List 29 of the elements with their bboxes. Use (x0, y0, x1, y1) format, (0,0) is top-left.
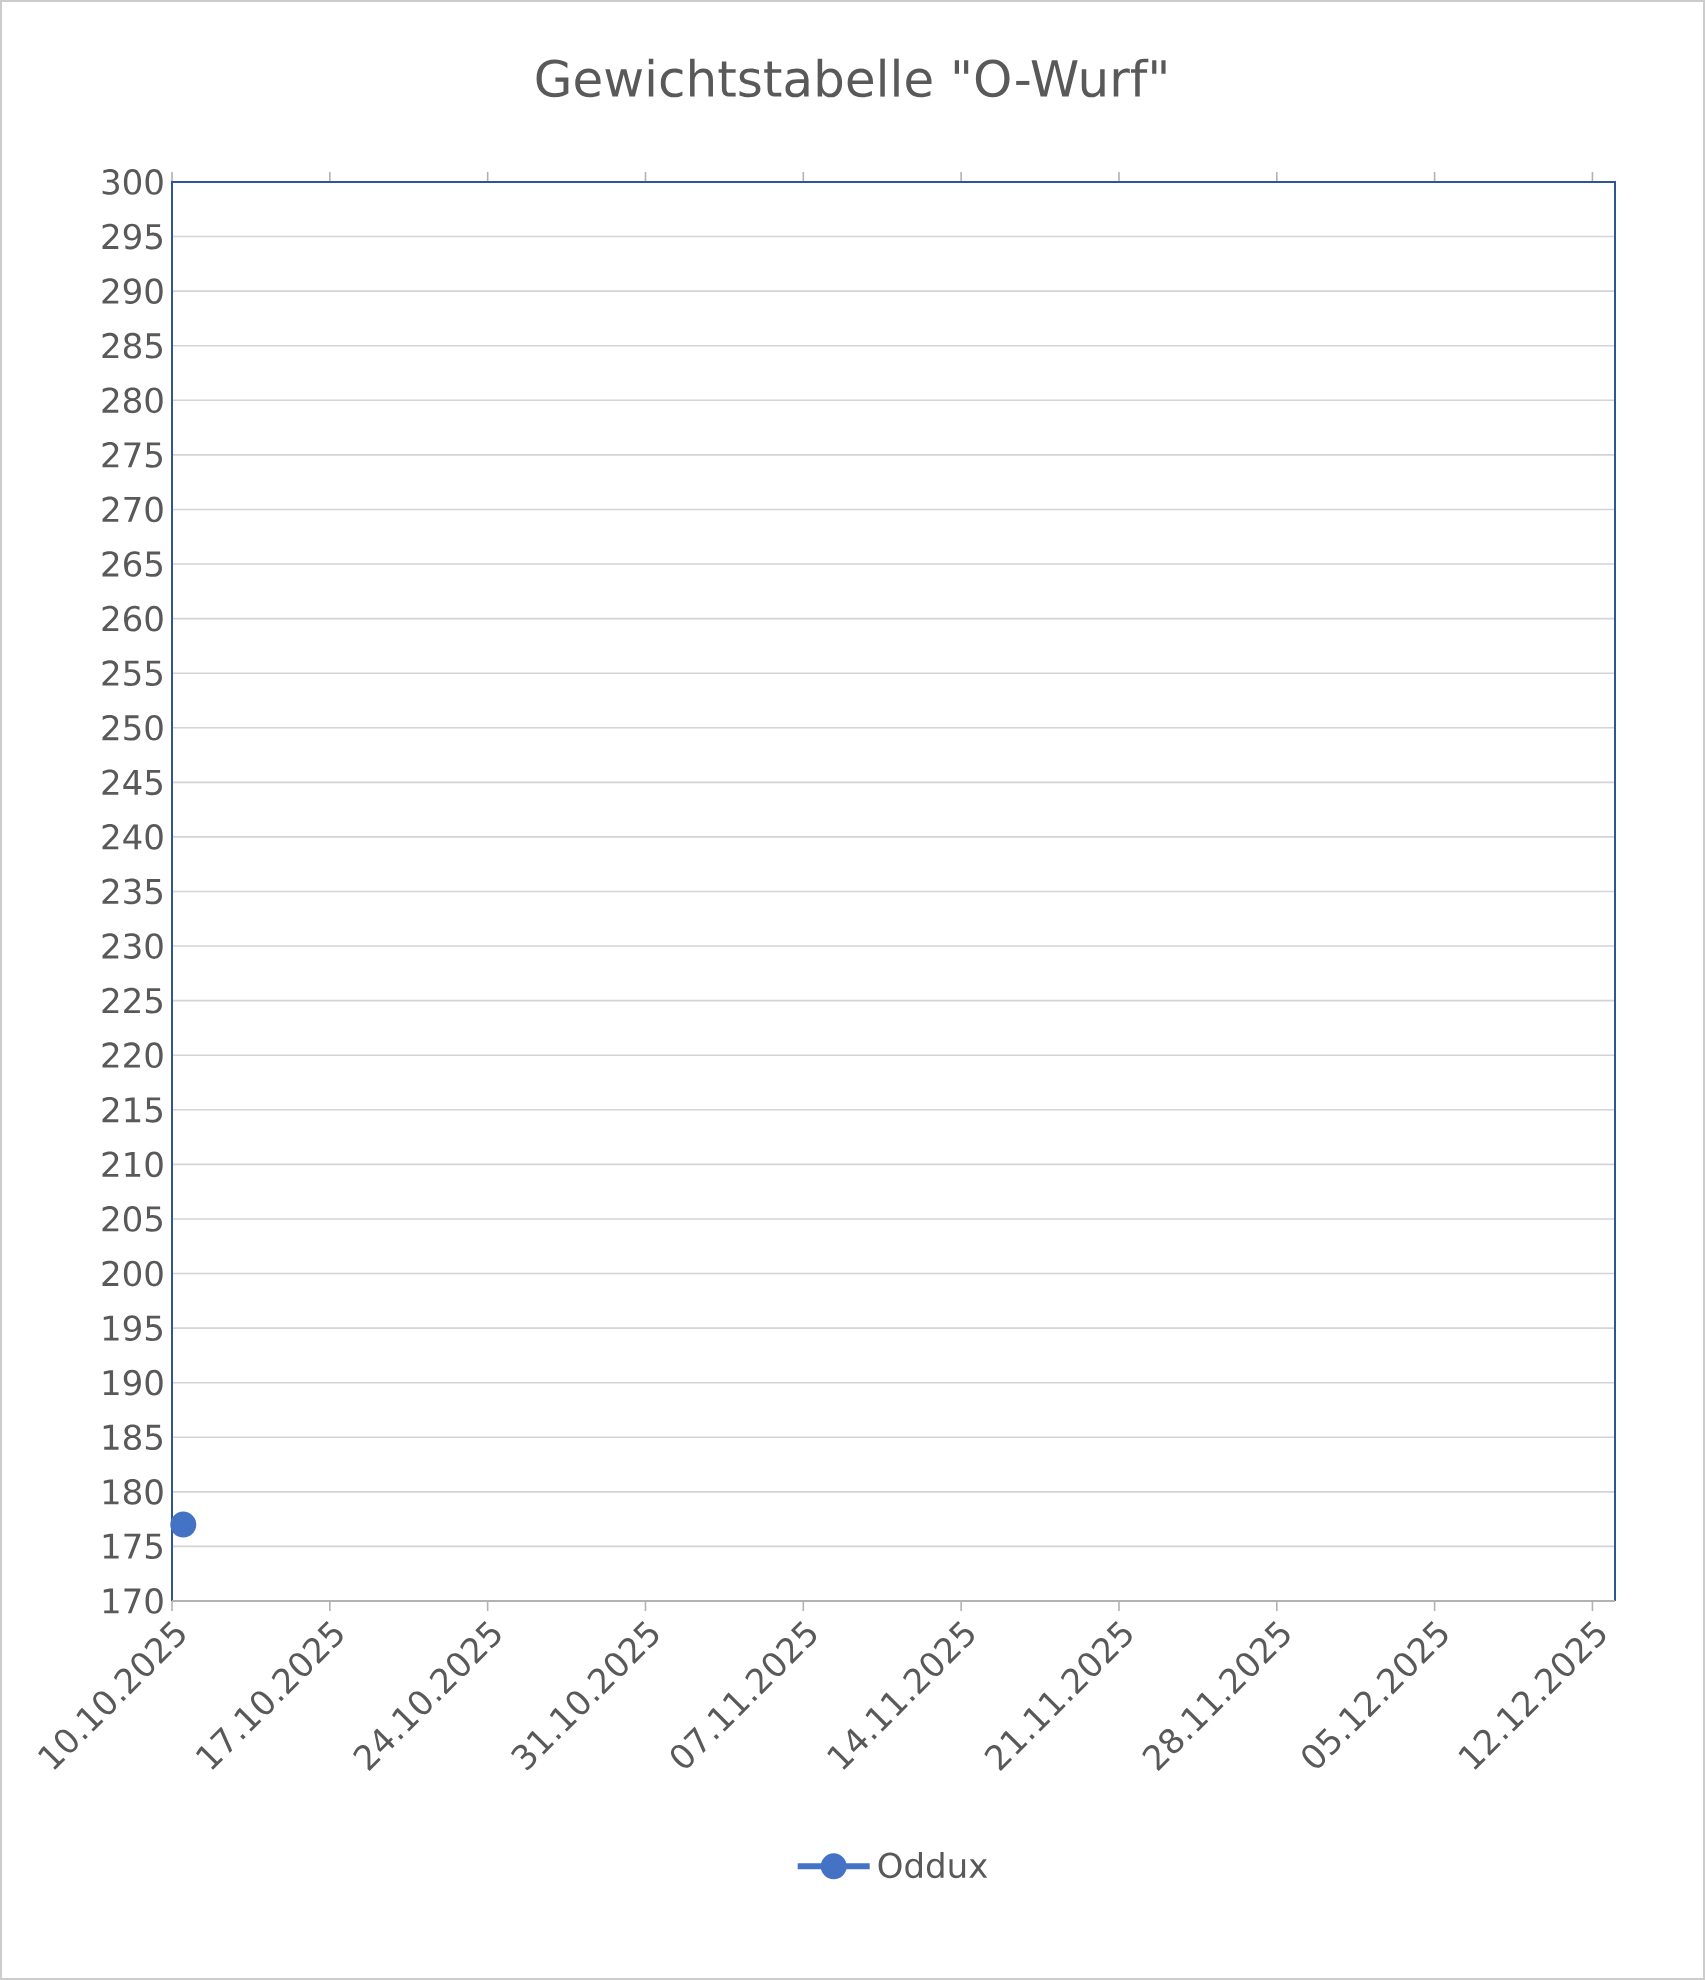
y-tick-label: 240 (102, 824, 163, 850)
y-tick-label: 280 (102, 387, 163, 414)
y-tick-label: 175 (103, 1533, 162, 1560)
y-tick-label: 290 (102, 278, 163, 304)
y-tick-label: 205 (102, 1206, 162, 1232)
y-tick-label: 265 (102, 551, 162, 577)
y-tick-label: 185 (103, 1424, 162, 1451)
y-tick-label: 245 (102, 769, 162, 796)
y-tick-label: 285 (102, 332, 162, 359)
y-tick-label: 300 (102, 169, 163, 195)
y-tick-label: 195 (103, 1315, 162, 1341)
y-tick-label: 230 (102, 933, 163, 959)
y-tick-label: 210 (102, 1151, 163, 1178)
y-tick-label: 275 (102, 442, 162, 468)
y-tick-label: 180 (103, 1478, 163, 1505)
y-tick-label: 255 (102, 660, 162, 687)
legend-label: Oddux (878, 1851, 988, 1879)
y-tick-label: 190 (103, 1369, 163, 1396)
y-tick-label: 225 (102, 987, 162, 1014)
y-tick-label: 200 (102, 1260, 163, 1287)
y-tick-label: 295 (102, 223, 162, 250)
y-tick-label: 260 (102, 605, 163, 632)
y-tick-label: 215 (102, 1096, 162, 1123)
y-tick-label: 235 (102, 878, 162, 905)
y-tick-label: 220 (102, 1042, 163, 1069)
y-tick-label: 250 (102, 714, 163, 741)
y-tick-label: 270 (102, 496, 163, 523)
chart-title: Gewichtstabelle "O-Wurf" (536, 58, 1166, 98)
y-tick-label: 170 (103, 1588, 163, 1614)
